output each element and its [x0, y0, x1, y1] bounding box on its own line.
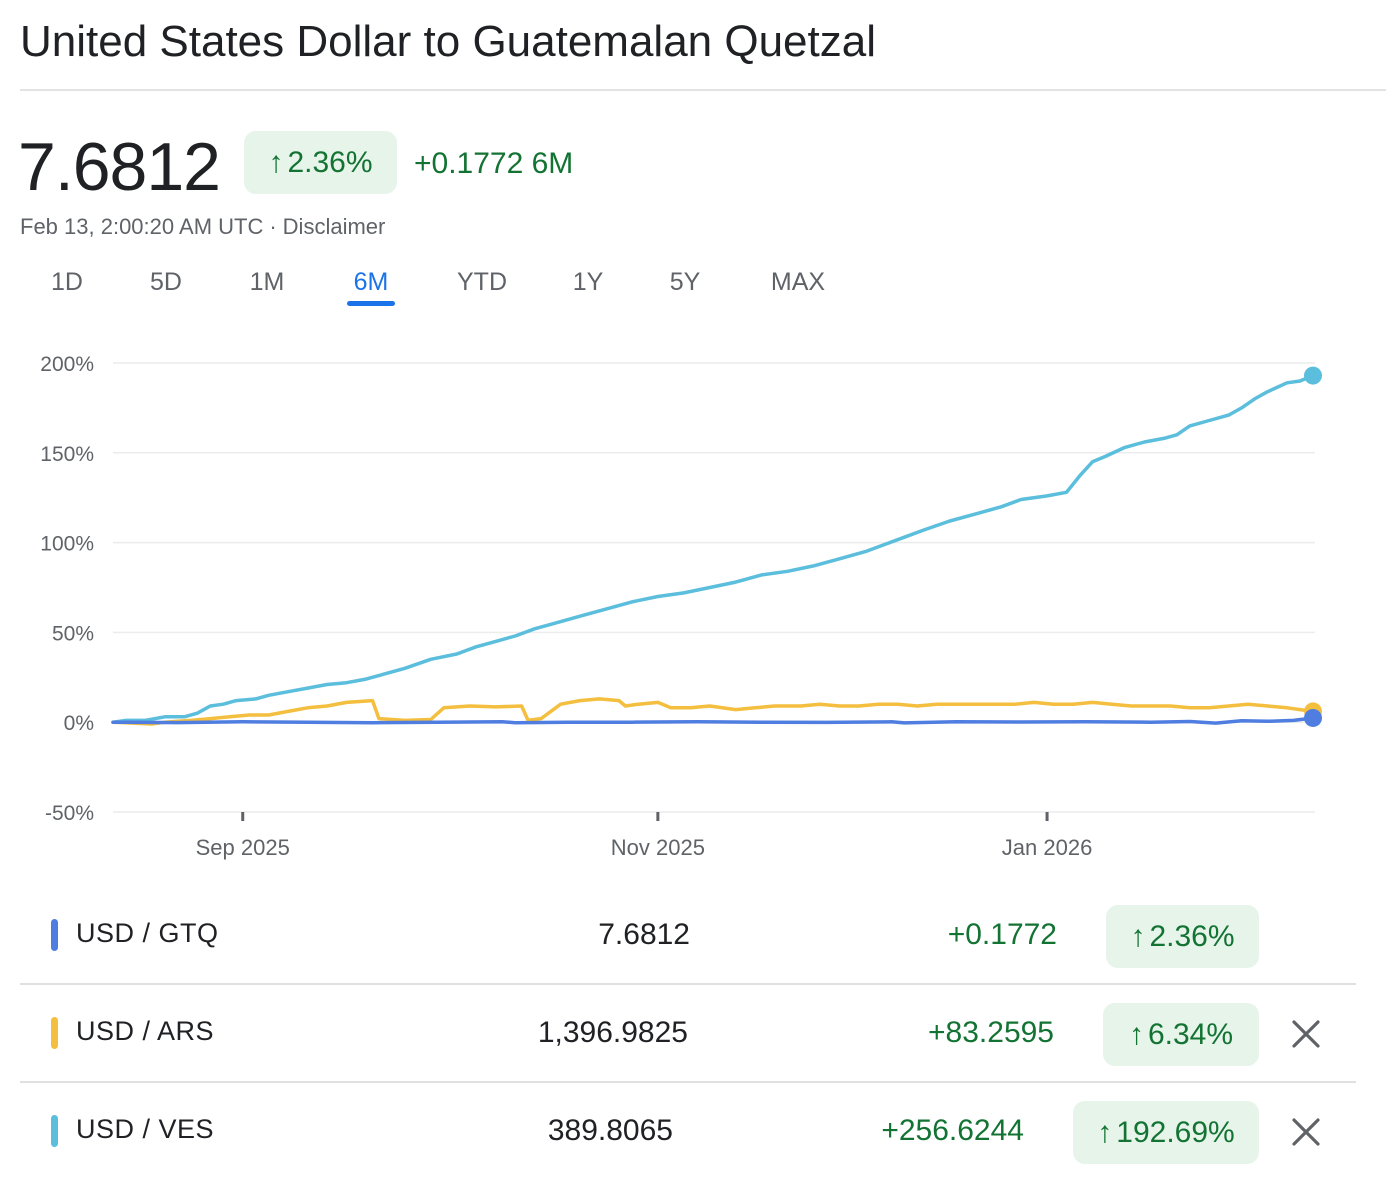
- disclaimer-link[interactable]: Disclaimer: [282, 214, 386, 239]
- active-range-indicator: [347, 301, 395, 306]
- comparison-line-chart[interactable]: 200% 150% 100% 50% 0% -50% Sep 2025 Nov 2025 Ja…: [0, 330, 1386, 880]
- series-line-usd-ves: [111, 373, 1315, 724]
- title-divider: [20, 89, 1386, 91]
- pair-change-percent-badge: ↑ 2.36%: [1106, 905, 1259, 968]
- x-tick-label: Sep 2025: [196, 835, 290, 860]
- comparison-row-ves[interactable]: USD / VES 389.8065 +256.6244 ↑ 192.69%: [20, 1083, 1356, 1180]
- pair-change-percent-badge: ↑ 6.34%: [1103, 1003, 1259, 1066]
- price-meta: Feb 13, 2:00:20 AM UTC · Disclaimer: [20, 213, 385, 241]
- timestamp: Feb 13, 2:00:20 AM UTC: [20, 214, 264, 239]
- arrow-up-icon: ↑: [1097, 1115, 1113, 1149]
- pair-label: USD / GTQ: [76, 918, 219, 948]
- series-color-bar-ars: [51, 1017, 58, 1049]
- series-line-usd-ars: [111, 697, 1315, 726]
- pair-change: +83.2595: [928, 1016, 1054, 1049]
- range-tab-1m[interactable]: 1M: [249, 268, 285, 296]
- series-color-bar-ves: [51, 1115, 58, 1147]
- range-tab-max[interactable]: MAX: [770, 268, 826, 296]
- pair-pct-text: 6.34%: [1147, 1017, 1234, 1051]
- y-tick-label: 50%: [52, 622, 94, 645]
- range-tab-5d[interactable]: 5D: [150, 268, 182, 296]
- row-divider: [20, 983, 1356, 985]
- x-tick-label: Jan 2026: [1002, 835, 1093, 860]
- change-period-text: 6M: [531, 147, 574, 180]
- pair-label: USD / VES: [76, 1114, 215, 1144]
- remove-comparison-button[interactable]: [1288, 1114, 1324, 1150]
- change-percent-badge: ↑ 2.36%: [244, 131, 397, 194]
- page-title: United States Dollar to Guatemalan Quetz…: [20, 17, 877, 66]
- y-tick-label: 200%: [40, 353, 94, 376]
- range-tab-1d[interactable]: 1D: [51, 268, 83, 296]
- y-tick-label: 150%: [40, 443, 94, 466]
- y-tick-label: -50%: [45, 802, 94, 825]
- time-range-tabs: 1D 5D 1M 6M YTD 1Y 5Y MAX: [0, 262, 900, 312]
- y-tick-label: 0%: [64, 712, 94, 735]
- pair-value: 389.8065: [547, 1114, 673, 1147]
- arrow-up-icon: ↑: [268, 145, 284, 179]
- pair-value: 1,396.9825: [537, 1016, 688, 1049]
- pair-change: +0.1772: [947, 918, 1057, 951]
- change-percent-text: 2.36%: [287, 145, 373, 179]
- arrow-up-icon: ↑: [1130, 919, 1146, 953]
- series-end-dot-usd-ves: [1304, 366, 1322, 385]
- arrow-up-icon: ↑: [1128, 1017, 1144, 1051]
- meta-separator: ·: [269, 214, 277, 239]
- close-icon: [1292, 1118, 1320, 1146]
- pair-pct-text: 2.36%: [1149, 919, 1235, 953]
- pair-change: +256.6244: [881, 1114, 1024, 1147]
- change-abs-text: +0.1772: [414, 147, 524, 180]
- comparison-row-ars[interactable]: USD / ARS 1,396.9825 +83.2595 ↑ 6.34%: [20, 985, 1356, 1082]
- series-end-dot-usd-gtq: [1304, 708, 1322, 727]
- row-divider: [20, 1081, 1356, 1083]
- series-color-bar-gtq: [51, 919, 58, 951]
- range-tab-ytd[interactable]: YTD: [457, 268, 507, 296]
- pair-change-percent-badge: ↑ 192.69%: [1073, 1101, 1259, 1164]
- range-tab-6m[interactable]: 6M: [353, 268, 389, 296]
- remove-comparison-button[interactable]: [1288, 1016, 1324, 1052]
- range-tab-5y[interactable]: 5Y: [669, 268, 701, 296]
- series-line-usd-gtq: [111, 716, 1315, 725]
- pair-pct-text: 192.69%: [1116, 1115, 1235, 1149]
- change-amount: +0.1772 6M: [414, 144, 573, 184]
- x-tick-label: Nov 2025: [611, 835, 705, 860]
- current-price: 7.6812: [18, 129, 221, 205]
- pair-value: 7.6812: [598, 918, 690, 951]
- pair-label: USD / ARS: [76, 1016, 215, 1046]
- y-tick-label: 100%: [40, 533, 94, 556]
- range-tab-1y[interactable]: 1Y: [572, 268, 604, 296]
- close-icon: [1292, 1020, 1320, 1048]
- comparison-row-gtq[interactable]: USD / GTQ 7.6812 +0.1772 ↑ 2.36%: [20, 887, 1356, 984]
